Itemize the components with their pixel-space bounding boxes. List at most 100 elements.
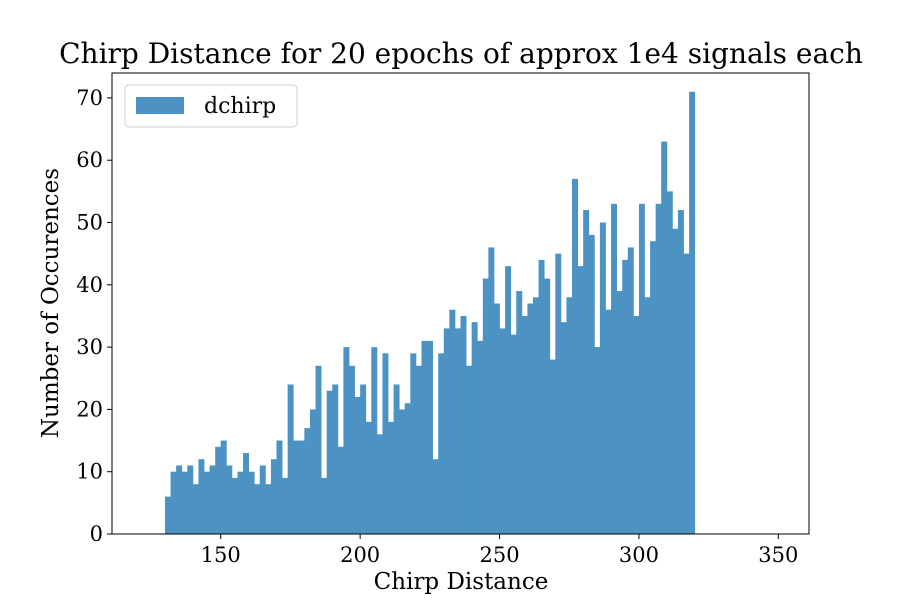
histogram-bar [354,396,361,534]
histogram-bar [265,484,272,534]
histogram-bar [588,234,595,534]
histogram-bar [287,384,294,534]
histogram-bar [204,471,210,534]
histogram-bar [477,340,484,534]
histogram-bar [549,359,556,534]
histogram-bar [388,421,394,534]
histogram-bar [415,365,422,534]
histogram-bar [270,459,277,534]
histogram-bar [293,440,300,534]
histogram-bar [466,365,473,534]
histogram-bar [633,315,640,534]
histogram-bar [627,247,634,534]
histogram-bar [337,446,344,534]
histogram-bar [365,421,372,534]
histogram-bar [638,203,645,534]
histogram-bar [315,365,322,534]
legend-swatch [136,97,184,114]
histogram-bar [410,353,417,534]
histogram-bar [231,477,238,534]
histogram-bar [521,315,528,534]
histogram-bar [298,440,305,534]
histogram-bar [376,434,383,534]
histogram-bar [343,347,350,534]
histogram-bar [689,91,696,534]
x-tick-label: 200 [340,543,380,567]
histogram-bar [282,477,289,534]
histogram-bar [650,241,657,534]
y-tick-label: 10 [76,460,103,484]
histogram-bar [243,453,250,534]
histogram-bar [215,446,222,534]
histogram-bar [393,384,400,534]
histogram-bar [399,409,406,534]
histogram-bar [427,340,434,534]
histogram-bar [438,353,445,534]
histogram-bar [577,266,584,534]
histogram-bar [482,278,489,534]
x-axis-ticks: 150 200 250 300 350 [201,534,798,567]
x-tick-label: 300 [619,543,659,567]
histogram-bar [560,322,567,534]
histogram-bar [655,203,662,534]
histogram-bar [248,471,255,534]
histogram-bar [493,303,500,534]
y-tick-label: 0 [90,522,103,546]
x-tick-label: 250 [479,543,519,567]
histogram-bar [360,384,367,534]
histogram-bar [192,484,199,534]
histogram-bar [599,222,606,534]
histogram-bar [471,322,478,534]
histogram-bar [443,328,450,534]
y-tick-label: 40 [76,273,103,297]
histogram-bar [321,477,328,534]
legend-label-dchirp: dchirp [204,94,276,119]
histogram-bar [309,409,316,534]
histogram-bar [220,440,227,534]
histogram-bar [237,471,244,534]
histogram-bar [371,347,378,534]
histogram-bar [404,403,411,534]
histogram-bar [421,340,428,534]
histogram-bar [460,315,467,534]
x-tick-label: 150 [201,543,241,567]
y-tick-label: 60 [76,148,103,172]
y-axis-label: Number of Occurences [38,168,64,438]
histogram-bar [209,465,216,534]
histogram-bar [226,465,233,534]
histogram-bar [605,309,612,534]
histogram-bar [572,178,578,534]
histogram-bar [382,353,389,534]
legend-box [124,84,298,128]
histogram-bar [198,459,205,534]
histogram-bar [583,210,590,535]
histogram-bar [187,465,194,534]
x-axis-label: Chirp Distance [374,569,549,595]
histogram-bar [170,471,177,534]
histogram-bar [332,384,339,534]
histogram-bar [661,141,668,534]
histogram-bar [616,291,623,534]
histogram-bar [499,328,506,534]
histogram-bar [348,365,355,534]
y-axis-ticks: 0 10 20 30 40 50 60 70 [76,86,112,546]
x-tick-label: 350 [758,543,798,567]
histogram-bar [259,465,266,534]
histogram-bar [488,247,495,534]
histogram-bar [666,191,673,535]
legend: dchirp [124,84,298,128]
histogram-bar [555,253,562,534]
histogram-bar [683,253,690,534]
histogram-bar [644,297,651,534]
histogram-bar [672,228,679,535]
histogram-bar [326,390,333,534]
histogram-bar [432,459,439,534]
histogram-bar [622,259,629,534]
histogram-bar [516,291,523,534]
chart-title: Chirp Distance for 20 epochs of approx 1… [59,37,863,70]
histogram-bar [566,297,573,534]
y-tick-label: 30 [76,335,103,359]
histogram-bars [164,91,696,535]
y-tick-label: 20 [76,397,103,421]
